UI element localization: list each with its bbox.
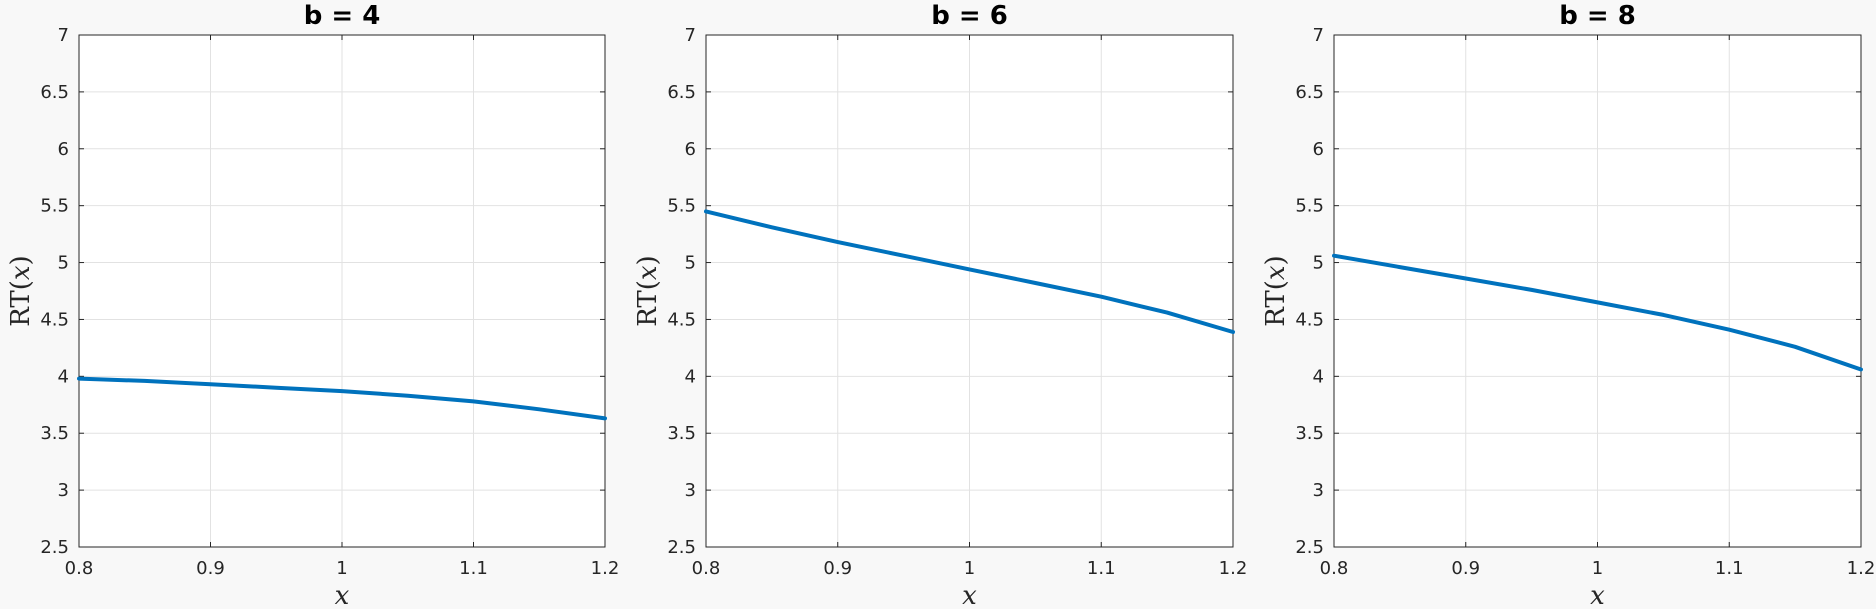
series-line xyxy=(77,376,607,421)
y-tick-label: 3.5 xyxy=(40,423,69,444)
y-tick-label: 2.5 xyxy=(40,537,69,558)
y-tick-label: 4 xyxy=(1313,366,1324,387)
y-tick-label: 5 xyxy=(1313,253,1324,274)
y-tick-label: 6.5 xyxy=(1295,82,1324,103)
y-tick-label: 4.5 xyxy=(667,309,696,330)
y-tick-label: 6.5 xyxy=(667,82,696,103)
x-axis-label: x xyxy=(335,581,350,609)
y-tick-label: 5 xyxy=(685,253,696,274)
y-tick-label: 7 xyxy=(685,25,696,46)
y-axis-label: RT(x) xyxy=(6,255,36,326)
y-tick-label: 3 xyxy=(58,480,69,501)
y-tick-label: 6 xyxy=(58,139,69,160)
y-tick-label: 4.5 xyxy=(40,309,69,330)
chart-title: b = 6 xyxy=(931,1,1008,31)
x-tick-label: 0.8 xyxy=(692,558,721,579)
y-tick-label: 6 xyxy=(685,139,696,160)
x-tick-label: 1.2 xyxy=(1219,558,1248,579)
x-tick-label: 0.9 xyxy=(1451,558,1480,579)
chart-title: b = 8 xyxy=(1559,1,1636,31)
x-tick-label: 1.1 xyxy=(1087,558,1116,579)
y-tick-label: 3 xyxy=(685,480,696,501)
x-tick-label: 0.8 xyxy=(65,558,94,579)
x-tick-label: 1 xyxy=(336,558,347,579)
y-tick-label: 4 xyxy=(58,366,69,387)
y-axis-label: RT(x) xyxy=(1261,255,1291,326)
y-tick-label: 7 xyxy=(58,25,69,46)
y-tick-label: 4 xyxy=(685,366,696,387)
y-tick-label: 2.5 xyxy=(667,537,696,558)
x-tick-label: 0.8 xyxy=(1320,558,1349,579)
x-tick-label: 1.2 xyxy=(591,558,620,579)
chart-panel-2: 0.8 0.9 1 1.1 1.2 2.5 3 3.5 4 4.5 5 5.5 6 6.5 7 b = 6 x R… xyxy=(633,1,1247,609)
y-tick-label: 5.5 xyxy=(40,196,69,217)
series-line xyxy=(704,209,1235,334)
x-tick-label: 1 xyxy=(964,558,975,579)
y-tick-label: 3.5 xyxy=(667,423,696,444)
chart-panel-3: 0.8 0.9 1 1.1 1.2 2.5 3 3.5 4 4.5 5 5.5 6 6.5 7 b = 8 x R… xyxy=(1261,1,1875,609)
y-tick-label: 6.5 xyxy=(40,82,69,103)
y-tick-label: 5 xyxy=(58,253,69,274)
y-tick-label: 7 xyxy=(1313,25,1324,46)
y-tick-label: 5.5 xyxy=(1295,196,1324,217)
chart-title: b = 4 xyxy=(304,1,381,31)
x-axis-label: x xyxy=(962,581,977,609)
y-tick-label: 5.5 xyxy=(667,196,696,217)
y-axis-label: RT(x) xyxy=(633,255,663,326)
y-tick-label: 3.5 xyxy=(1295,423,1324,444)
x-tick-label: 1.2 xyxy=(1847,558,1876,579)
chart-panel-1: 0.8 0.9 1 1.1 1.2 2.5 3 3.5 4 4.5 5 5.5 6 6.5 7 b = 4 x R… xyxy=(6,1,619,609)
series-line xyxy=(1332,253,1863,372)
y-tick-label: 3 xyxy=(1313,480,1324,501)
x-tick-label: 1.1 xyxy=(459,558,488,579)
y-tick-label: 6 xyxy=(1313,139,1324,160)
x-tick-label: 0.9 xyxy=(823,558,852,579)
y-tick-label: 4.5 xyxy=(1295,309,1324,330)
x-tick-label: 1 xyxy=(1592,558,1603,579)
y-tick-label: 2.5 xyxy=(1295,537,1324,558)
x-axis-label: x xyxy=(1590,581,1605,609)
x-tick-label: 0.9 xyxy=(196,558,225,579)
x-tick-label: 1.1 xyxy=(1715,558,1744,579)
